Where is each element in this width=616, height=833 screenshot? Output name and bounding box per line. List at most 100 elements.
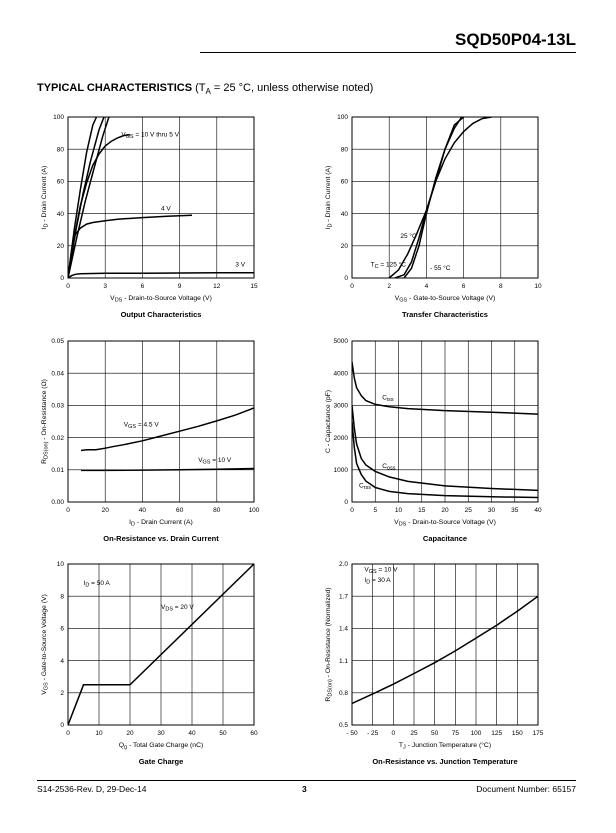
x-tick-label: 20: [126, 730, 134, 737]
x-tick-label: 12: [213, 283, 221, 290]
curve-annotation: VDS = 20 V: [161, 604, 194, 613]
curve-annotation: VGS = 10 V: [364, 567, 398, 576]
y-tick-label: 0: [344, 499, 348, 506]
x-tick-label: 9: [178, 283, 182, 290]
y-tick-label: 8: [60, 593, 64, 600]
x-tick-label: 10: [534, 283, 542, 290]
footer-document-number: Document Number: 65157: [476, 784, 576, 794]
y-tick-label: 0.8: [339, 690, 348, 697]
x-tick-label: 125: [491, 730, 502, 737]
y-tick-label: 40: [57, 211, 65, 218]
y-axis-label: RDS(on) - On-Resistance (Normalized): [325, 587, 334, 701]
x-tick-label: 10: [395, 507, 403, 514]
y-tick-label: 20: [57, 243, 65, 250]
curve-annotation: TC = 125 °C: [371, 261, 407, 271]
footer-revision: S14-2536-Rev. D, 29-Dec-14: [37, 784, 147, 794]
x-tick-label: 0: [392, 730, 396, 737]
x-tick-label: 25: [465, 507, 473, 514]
x-tick-label: 0: [66, 507, 70, 514]
curve-annotation: Coss: [382, 463, 396, 472]
x-tick-label: 50: [431, 730, 439, 737]
y-tick-label: 5000: [334, 338, 349, 345]
y-tick-label: 100: [337, 114, 348, 121]
chart-6: - 50 - 25 0 25 50 75 100 125 150 175 0.5 0.8 1.1 1.4 1…: [325, 561, 544, 766]
x-tick-label: 60: [176, 507, 184, 514]
y-tick-label: 0.04: [51, 370, 64, 377]
y-tick-label: 0.00: [51, 499, 64, 506]
curve-annotation: 3 V: [235, 262, 245, 269]
y-tick-label: 0: [60, 722, 64, 729]
y-tick-label: 20: [341, 243, 349, 250]
y-tick-label: 1000: [334, 467, 349, 474]
y-axis-label: ID - Drain Current (A): [41, 166, 50, 230]
x-tick-label: 40: [139, 507, 147, 514]
y-tick-label: 0.01: [51, 467, 64, 474]
x-tick-label: 6: [462, 283, 466, 290]
y-tick-label: 60: [341, 179, 349, 186]
curve-annotation: VGS = 4.5 V: [124, 421, 160, 430]
chart-title: Transfer Characteristics: [402, 310, 488, 319]
y-tick-label: 2000: [334, 435, 349, 442]
section-title: TYPICAL CHARACTERISTICS: [37, 82, 193, 94]
curve-annotation: Ciss: [382, 395, 394, 404]
x-tick-label: 20: [102, 507, 110, 514]
series-line: [352, 421, 538, 499]
x-tick-label: 4: [425, 283, 429, 290]
x-tick-label: 50: [219, 730, 227, 737]
y-tick-label: 0.05: [51, 338, 64, 345]
x-tick-label: 0: [350, 283, 354, 290]
curve-annotation: ID = 30 A: [364, 577, 391, 586]
x-tick-label: 30: [157, 730, 165, 737]
plot-frame: [67, 116, 255, 279]
plot-frame: [67, 340, 255, 503]
chart-title: Capacitance: [423, 534, 467, 543]
y-tick-label: 0.02: [51, 435, 64, 442]
footer-page-number: 3: [302, 784, 307, 794]
x-tick-label: 5: [373, 507, 377, 514]
y-tick-label: 60: [57, 179, 65, 186]
curve-annotation: VGS = 10 V thru 5 V: [121, 131, 179, 140]
chart-title: Output Characteristics: [121, 310, 202, 319]
series-line: [68, 117, 110, 278]
y-tick-label: 10: [57, 561, 65, 568]
y-tick-label: 2: [60, 690, 64, 697]
y-tick-label: 100: [53, 114, 64, 121]
x-tick-label: 80: [213, 507, 221, 514]
x-tick-label: 0: [350, 507, 354, 514]
x-tick-label: 0: [66, 283, 70, 290]
y-tick-label: 6: [60, 626, 64, 633]
x-tick-label: 150: [512, 730, 523, 737]
x-tick-label: - 25: [367, 730, 379, 737]
x-tick-label: 30: [488, 507, 496, 514]
x-axis-label: Qg - Total Gate Charge (nC): [119, 742, 204, 751]
x-tick-label: 3: [103, 283, 107, 290]
x-tick-label: 40: [534, 507, 542, 514]
series-line: [68, 133, 131, 278]
x-tick-label: 6: [141, 283, 145, 290]
series-line: [403, 117, 463, 278]
y-tick-label: 1.1: [339, 658, 348, 665]
x-tick-label: 35: [511, 507, 519, 514]
x-axis-label: VGS - Gate-to-Source Voltage (V): [395, 295, 496, 304]
curve-annotation: 25 °C: [400, 232, 417, 240]
x-tick-label: 100: [249, 507, 260, 514]
y-tick-label: 2.0: [339, 561, 348, 568]
y-tick-label: 0: [344, 275, 348, 282]
series-line: [352, 405, 538, 492]
series-line: [81, 467, 254, 472]
x-axis-label: VDS - Drain-to-Source Voltage (V): [394, 519, 496, 528]
x-tick-label: 60: [250, 730, 258, 737]
section-heading: TYPICAL CHARACTERISTICS (TA = 25 °C, unl…: [37, 82, 373, 96]
curve-annotation: ID = 50 A: [84, 580, 111, 589]
y-tick-label: 4000: [334, 370, 349, 377]
series-line: [68, 564, 254, 725]
chart-1: 0 3 6 9 12 15 0 20 40 60 80 100 VGS = 10 V thru 5 V 4…: [41, 114, 258, 319]
curve-annotation: VGS = 10 V: [198, 457, 232, 466]
y-axis-label: ID - Drain Current (A): [325, 166, 334, 230]
x-tick-label: 15: [250, 283, 258, 290]
section-condition: (TA = 25 °C, unless otherwise noted): [195, 82, 374, 97]
y-tick-label: 80: [57, 146, 65, 153]
x-tick-label: 8: [499, 283, 503, 290]
chart-title: On-Resistance vs. Junction Temperature: [372, 757, 517, 766]
